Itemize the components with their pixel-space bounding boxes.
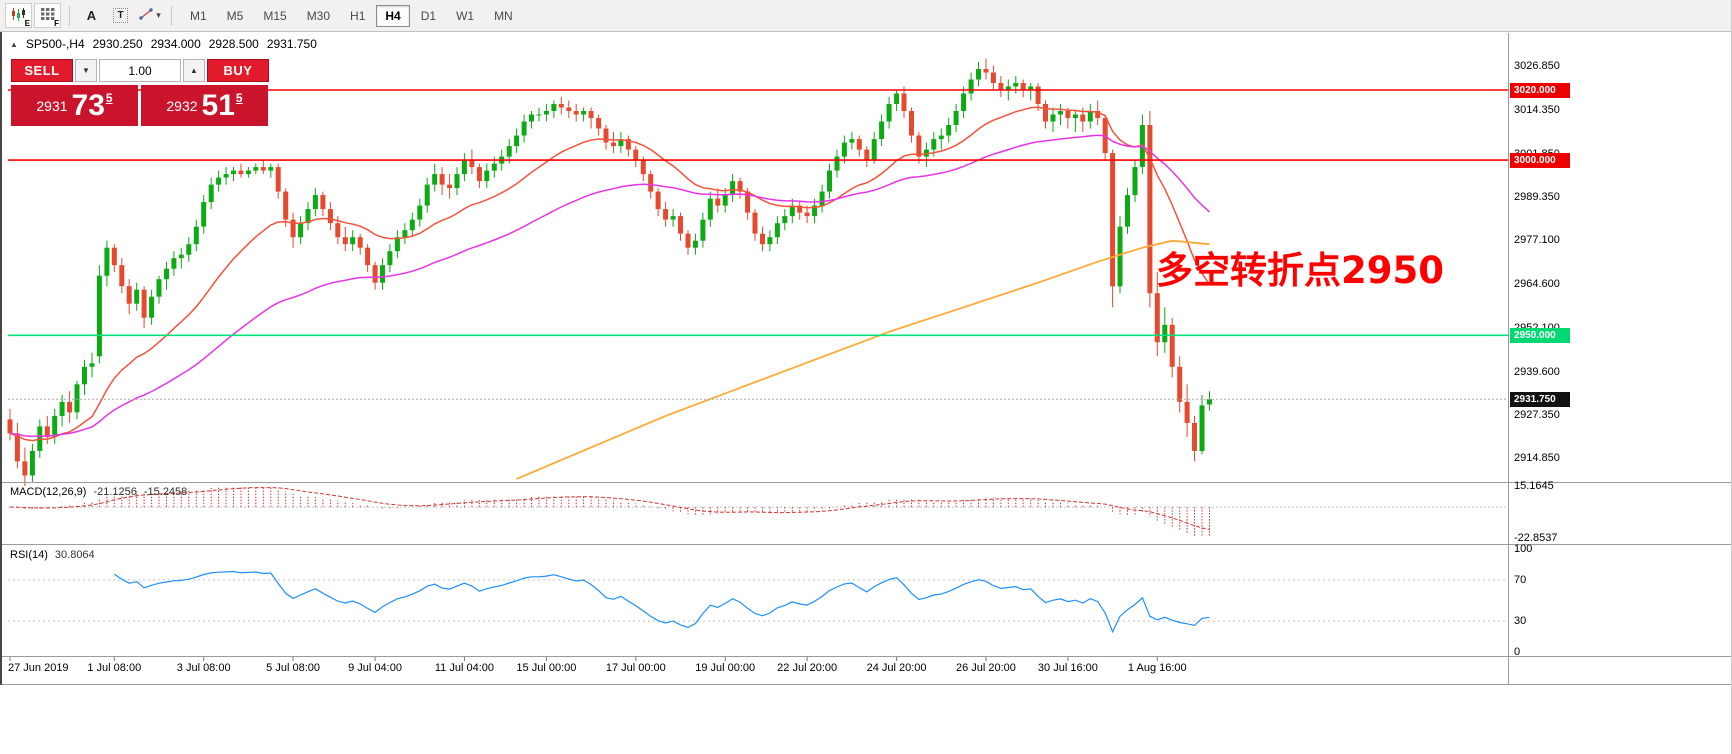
time-axis-label: 5 Jul 08:00 [266, 662, 321, 674]
timeframe-h1[interactable]: H1 [341, 5, 374, 27]
price-axis-label: 2939.600 [1514, 365, 1560, 378]
timeframe-m1[interactable]: M1 [181, 5, 216, 27]
ask-pip-digit: 5 [235, 91, 243, 105]
price-level-tag: 2950.000 [1510, 327, 1570, 343]
time-axis-label: 30 Jul 16:00 [1037, 662, 1098, 674]
bid-prefix: 2931 [36, 97, 68, 114]
time-axis[interactable]: 27 Jun 2019 1 Jul 08:00 3 Jul 08:00 5 Jul 0… [0, 657, 1731, 684]
time-axis-label: 19 Jul 00:00 [695, 662, 756, 674]
toolbar: E F A T ▾ [0, 0, 1731, 32]
time-axis-label: 1 Aug 16:00 [1127, 662, 1187, 674]
label-tool-button[interactable]: A [78, 3, 105, 28]
text-tool-button[interactable]: T [107, 3, 134, 28]
time-axis-label: 17 Jul 00:00 [605, 662, 666, 674]
current-price-tag: 2931.750 [1510, 391, 1570, 407]
timeframe-m5[interactable]: M5 [218, 5, 253, 27]
price-axis-border [1508, 33, 1509, 684]
bar-high: 2934.000 [150, 37, 201, 51]
sell-button[interactable]: SELL [11, 59, 73, 82]
price-axis-label: 2977.100 [1514, 234, 1560, 247]
rsi-axis-label: 70 [1514, 573, 1527, 586]
time-axis-label: 27 Jun 2019 [8, 662, 69, 674]
price-axis[interactable]: 3020.000 3000.000 2950.000 2931.750 3026.850… [1508, 33, 1731, 684]
ask-price-box[interactable]: 2932 51 5 [141, 85, 268, 126]
rsi-axis-label: 0 [1514, 646, 1521, 658]
timeframe-d1[interactable]: D1 [412, 5, 445, 27]
symbol-name: SP500-,H4 [25, 37, 85, 51]
rsi-value: 30.8064 [54, 549, 95, 561]
price-axis-label: 2989.350 [1514, 191, 1560, 204]
macd-indicator-label: MACD(12,26,9) -21.1256 -15.2458 [10, 486, 187, 498]
rsi-axis-label: 100 [1514, 543, 1533, 555]
timeframe-h4[interactable]: H4 [376, 4, 410, 27]
price-axis-label: 2927.350 [1514, 408, 1560, 421]
timeframe-w1[interactable]: W1 [447, 5, 483, 27]
timeframe-mn[interactable]: MN [485, 5, 522, 27]
time-axis-label: 1 Jul 08:00 [87, 662, 142, 674]
bid-pip-digit: 5 [105, 91, 113, 105]
ask-big-digits: 51 [201, 88, 235, 122]
macd-axis-label: -22.8537 [1514, 532, 1558, 545]
time-axis-label: 24 Jul 20:00 [866, 662, 927, 674]
ask-prefix: 2932 [166, 97, 198, 114]
time-axis-label: 3 Jul 08:00 [176, 662, 231, 674]
bar-low: 2928.500 [208, 37, 259, 51]
text-tool-icon: T [113, 8, 128, 23]
price-axis-label: 2964.600 [1514, 278, 1560, 291]
button-letter: E [24, 19, 30, 28]
time-axis-label: 26 Jul 20:00 [955, 662, 1016, 674]
button-letter: F [54, 19, 59, 28]
macd-signal-value: -15.2458 [143, 486, 188, 498]
panel-separator[interactable] [0, 482, 1731, 483]
indicator-f-button[interactable]: F [34, 3, 61, 28]
time-axis-label: 15 Jul 00:00 [516, 662, 577, 674]
bid-price-box[interactable]: 2931 73 5 [11, 85, 138, 126]
volume-increment-button[interactable]: ▲ [183, 59, 205, 82]
drawing-tools-dropdown[interactable]: ▾ [136, 3, 163, 28]
chevron-down-icon: ▾ [156, 10, 161, 20]
time-axis-label: 22 Jul 20:00 [777, 662, 838, 674]
panel-separator[interactable] [0, 544, 1731, 545]
panel-separator [0, 656, 1731, 657]
price-axis-label: 3014.350 [1514, 103, 1560, 116]
macd-panel-area[interactable] [2, 483, 1508, 544]
timeframe-group: M1 M5 M15 M30 H1 H4 D1 W1 MN [180, 4, 523, 27]
price-axis-label: 3026.850 [1514, 60, 1560, 72]
macd-axis-label: 15.1645 [1514, 480, 1554, 493]
time-axis-label: 9 Jul 04:00 [348, 662, 402, 674]
price-level-tag: 3000.000 [1510, 152, 1570, 168]
indicator-e-button[interactable]: E [5, 3, 32, 28]
window-left-edge [0, 32, 2, 685]
timeframe-m30[interactable]: M30 [298, 5, 339, 27]
symbol-marker-icon: ▲ [10, 39, 18, 49]
price-axis-label: 2914.850 [1514, 452, 1560, 465]
toolbar-separator [171, 5, 172, 26]
toolbar-separator [69, 5, 70, 26]
grid-icon [40, 7, 56, 24]
timeframe-m15[interactable]: M15 [254, 5, 295, 27]
price-level-tag: 3020.000 [1510, 82, 1570, 98]
one-click-trade-panel: SELL ▼ ▲ BUY 2931 73 5 2932 51 5 [11, 59, 269, 126]
bar-open: 2930.250 [92, 37, 143, 51]
macd-main-value: -21.1256 [93, 486, 137, 498]
volume-decrement-button[interactable]: ▼ [75, 59, 97, 82]
trendline-icon [138, 7, 154, 24]
buy-button[interactable]: BUY [207, 59, 269, 82]
symbol-header: ▲ SP500-,H4 2930.250 2934.000 2928.500 2… [10, 37, 317, 51]
rsi-indicator-label: RSI(14) 30.8064 [10, 549, 95, 561]
bar-close: 2931.750 [266, 37, 317, 51]
time-axis-label: 11 Jul 04:00 [434, 662, 494, 674]
panel-separator [0, 684, 1731, 685]
rsi-name: RSI(14) [10, 549, 48, 561]
rsi-panel-area[interactable] [2, 545, 1508, 656]
chart-annotation-text: 多空转折点2950 [1156, 249, 1444, 292]
bid-big-digits: 73 [71, 88, 105, 122]
macd-name: MACD(12,26,9) [10, 486, 87, 498]
candle-chart-icon [10, 7, 28, 25]
volume-input[interactable] [99, 59, 181, 82]
rsi-axis-label: 30 [1514, 615, 1527, 628]
